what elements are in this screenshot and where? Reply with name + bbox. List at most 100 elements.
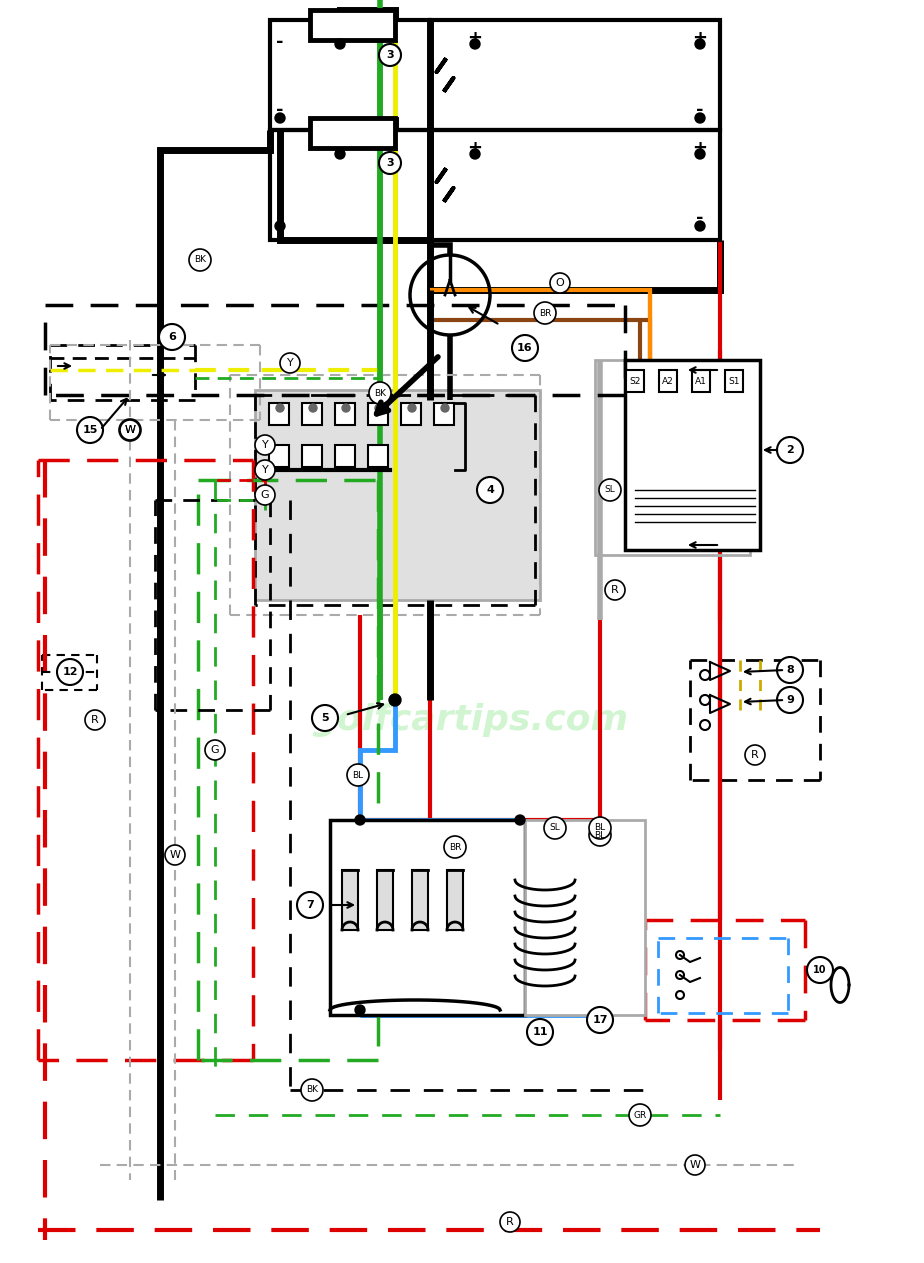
Circle shape <box>544 817 566 839</box>
Text: R: R <box>751 750 759 760</box>
Bar <box>412 870 428 930</box>
Circle shape <box>550 273 570 293</box>
Bar <box>434 403 454 426</box>
Circle shape <box>355 815 365 825</box>
Circle shape <box>695 39 705 49</box>
Text: 10: 10 <box>813 965 827 975</box>
Circle shape <box>335 39 345 49</box>
Bar <box>430 20 720 130</box>
Bar <box>626 370 644 392</box>
Text: A1: A1 <box>695 376 707 385</box>
Bar <box>330 820 525 1015</box>
Bar <box>269 445 289 467</box>
Text: golfcartips.com: golfcartips.com <box>311 703 628 738</box>
Circle shape <box>189 249 211 272</box>
Circle shape <box>355 1005 365 1015</box>
Bar <box>335 403 355 426</box>
Text: A2: A2 <box>663 376 674 385</box>
Circle shape <box>605 580 625 600</box>
Text: 3: 3 <box>386 51 394 61</box>
Circle shape <box>512 335 538 361</box>
Bar <box>368 403 388 426</box>
Circle shape <box>255 434 275 455</box>
Circle shape <box>379 44 401 66</box>
Circle shape <box>500 1212 520 1231</box>
Bar <box>525 820 645 1015</box>
Text: -: - <box>276 101 284 119</box>
Text: O: O <box>555 278 565 288</box>
Circle shape <box>379 152 401 174</box>
Circle shape <box>389 693 401 706</box>
Text: 11: 11 <box>532 1027 548 1037</box>
Text: +: + <box>333 29 347 47</box>
Circle shape <box>301 1079 323 1101</box>
Text: +: + <box>692 29 708 47</box>
Text: BK: BK <box>194 255 206 264</box>
Circle shape <box>276 404 284 412</box>
Text: -: - <box>276 208 284 227</box>
Text: 3: 3 <box>386 158 394 168</box>
Bar <box>430 130 720 240</box>
Text: S1: S1 <box>728 376 740 385</box>
Circle shape <box>255 485 275 505</box>
Text: 5: 5 <box>322 714 329 722</box>
Circle shape <box>477 477 503 503</box>
Text: BK: BK <box>374 389 386 398</box>
Circle shape <box>159 325 185 350</box>
Bar <box>302 403 322 426</box>
Text: R: R <box>91 715 99 725</box>
Bar <box>269 403 289 426</box>
Text: 8: 8 <box>786 666 794 674</box>
Circle shape <box>527 1019 553 1045</box>
Text: -: - <box>697 101 704 119</box>
Text: W: W <box>169 850 180 860</box>
Circle shape <box>369 381 391 404</box>
Text: BK: BK <box>306 1085 318 1095</box>
Bar <box>310 117 395 148</box>
Bar <box>692 370 710 392</box>
Circle shape <box>534 302 556 325</box>
Bar <box>255 390 540 600</box>
Bar <box>447 870 463 930</box>
Circle shape <box>165 845 185 865</box>
Circle shape <box>629 1104 651 1127</box>
Circle shape <box>408 404 416 412</box>
Circle shape <box>589 823 611 846</box>
Text: +: + <box>468 139 482 157</box>
Circle shape <box>255 460 275 480</box>
Text: +: + <box>333 139 347 157</box>
Circle shape <box>777 657 803 683</box>
Text: BL: BL <box>594 831 605 840</box>
Text: 2: 2 <box>786 445 794 455</box>
Circle shape <box>275 221 285 231</box>
Bar <box>725 370 743 392</box>
Text: -: - <box>276 143 284 160</box>
Bar <box>335 445 355 467</box>
Text: BL: BL <box>594 823 605 832</box>
Bar <box>625 360 760 549</box>
Bar <box>342 870 358 930</box>
Circle shape <box>347 764 369 786</box>
Circle shape <box>777 437 803 464</box>
Circle shape <box>807 957 833 983</box>
Circle shape <box>695 149 705 159</box>
Circle shape <box>57 659 83 685</box>
Text: GR: GR <box>633 1110 647 1119</box>
Circle shape <box>297 892 323 918</box>
Circle shape <box>120 421 140 440</box>
Text: -: - <box>697 208 704 227</box>
Circle shape <box>589 817 611 839</box>
Text: BL: BL <box>352 770 363 779</box>
Circle shape <box>375 404 383 412</box>
Circle shape <box>309 404 317 412</box>
Circle shape <box>587 1007 613 1033</box>
Circle shape <box>441 404 449 412</box>
Text: R: R <box>506 1218 514 1226</box>
Text: BR: BR <box>449 842 461 851</box>
Text: G: G <box>261 490 269 500</box>
Circle shape <box>515 815 525 825</box>
Text: 7: 7 <box>306 901 314 911</box>
Bar <box>302 445 322 467</box>
Text: BR: BR <box>539 308 552 317</box>
Bar <box>401 403 421 426</box>
